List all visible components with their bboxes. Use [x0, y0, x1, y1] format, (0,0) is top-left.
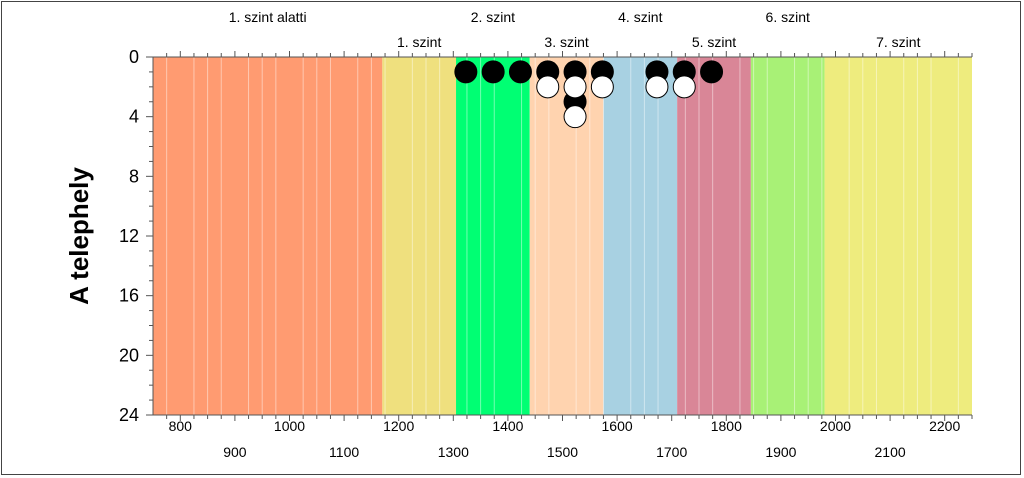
- open-point: [563, 105, 587, 129]
- x-tick-label: 1600: [602, 418, 633, 434]
- open-point: [590, 75, 614, 99]
- x-tick-label: 1800: [711, 418, 742, 434]
- level-band: [153, 57, 383, 415]
- filled-point: [700, 60, 724, 84]
- x-tick-label: 1000: [274, 418, 305, 434]
- x-tick-label: 1100: [329, 444, 359, 460]
- level-label: 2. szint: [471, 9, 515, 25]
- y-tick-label: 20: [119, 345, 139, 365]
- level-label: 3. szint: [544, 34, 588, 50]
- level-band: [677, 57, 751, 415]
- x-tick-label: 800: [169, 418, 193, 434]
- level-band: [824, 57, 972, 415]
- filled-point: [481, 60, 505, 84]
- open-point: [672, 75, 696, 99]
- x-tick-label: 1700: [656, 444, 687, 460]
- x-tick-label: 1300: [438, 444, 469, 460]
- x-axis-ticks: 800 900 1000 1100 1200 1300 1400 1500 1600 1700 18…: [166, 415, 973, 460]
- level-labels: 1. szint alatti 1. szint 2. szint 3. szint 4…: [229, 9, 921, 50]
- level-label: 1. szint alatti: [229, 9, 307, 25]
- level-label: 5. szint: [692, 34, 736, 50]
- y-axis-ticks: 0 4 8 12 16 20 24: [119, 47, 153, 425]
- level-label: 7. szint: [876, 34, 920, 50]
- level-label: 4. szint: [618, 9, 662, 25]
- level-band: [603, 57, 678, 415]
- y-tick-label: 12: [119, 226, 139, 246]
- x-tick-label: 900: [223, 444, 247, 460]
- x-tick-label: 1900: [765, 444, 796, 460]
- level-band: [456, 57, 530, 415]
- y-tick-label: 4: [129, 107, 139, 127]
- open-point: [563, 75, 587, 99]
- level-band: [382, 57, 457, 415]
- level-bands: [153, 57, 972, 415]
- y-tick-label: 16: [119, 286, 139, 306]
- level-label: 6. szint: [766, 9, 810, 25]
- y-tick-label: 0: [129, 47, 139, 67]
- x-tick-label: 2000: [820, 418, 851, 434]
- data-points: [454, 60, 724, 129]
- filled-point: [508, 60, 532, 84]
- x-tick-label: 1200: [383, 418, 414, 434]
- x-tick-label: 1400: [492, 418, 523, 434]
- filled-point: [454, 60, 478, 84]
- y-tick-label: 24: [119, 405, 139, 425]
- minor-gridlines: [166, 57, 959, 415]
- level-band: [750, 57, 825, 415]
- open-point: [536, 75, 560, 99]
- level-label: 1. szint: [397, 34, 441, 50]
- x-tick-label: 2200: [929, 418, 960, 434]
- x-tick-label: 2100: [875, 444, 906, 460]
- y-tick-label: 8: [129, 166, 139, 186]
- y-axis-label: A telephely: [64, 167, 94, 305]
- x-tick-label: 1500: [547, 444, 578, 460]
- open-point: [645, 75, 669, 99]
